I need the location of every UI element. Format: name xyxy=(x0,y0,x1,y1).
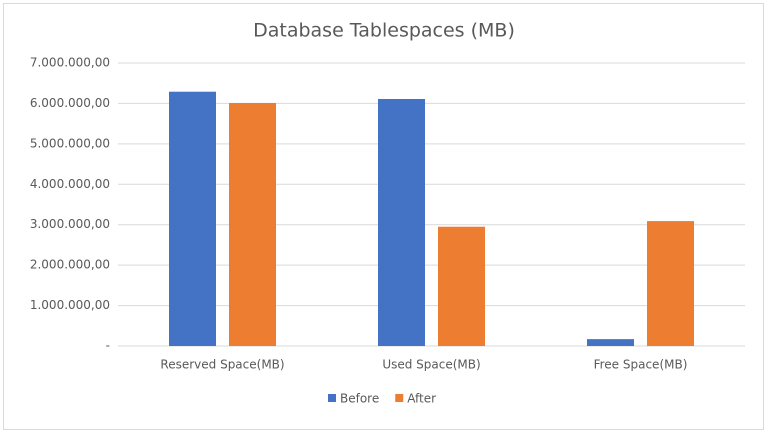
bar xyxy=(438,226,485,346)
legend-label: Before xyxy=(340,392,379,406)
bar xyxy=(169,91,216,346)
bar xyxy=(378,98,425,346)
y-tick-label: 2.000.000,00 xyxy=(30,258,110,272)
bar xyxy=(229,103,276,346)
chart-title: Database Tablespaces (MB) xyxy=(253,20,515,42)
y-tick-label: - xyxy=(106,339,110,353)
y-tick-label: 7.000.000,00 xyxy=(30,56,110,70)
x-tick-label: Free Space(MB) xyxy=(594,358,688,372)
legend-swatch xyxy=(328,394,336,402)
y-tick-label: 6.000.000,00 xyxy=(30,96,110,110)
bar xyxy=(587,339,634,346)
y-tick-label: 4.000.000,00 xyxy=(30,177,110,191)
x-tick-label: Used Space(MB) xyxy=(382,358,480,372)
bar xyxy=(647,221,694,346)
legend-label: After xyxy=(407,392,436,406)
y-tick-label: 3.000.000,00 xyxy=(30,217,110,231)
x-tick-label: Reserved Space(MB) xyxy=(160,358,284,372)
legend-swatch xyxy=(395,394,404,402)
y-tick-label: 5.000.000,00 xyxy=(30,136,110,150)
y-tick-label: 1.000.000,00 xyxy=(30,298,110,312)
